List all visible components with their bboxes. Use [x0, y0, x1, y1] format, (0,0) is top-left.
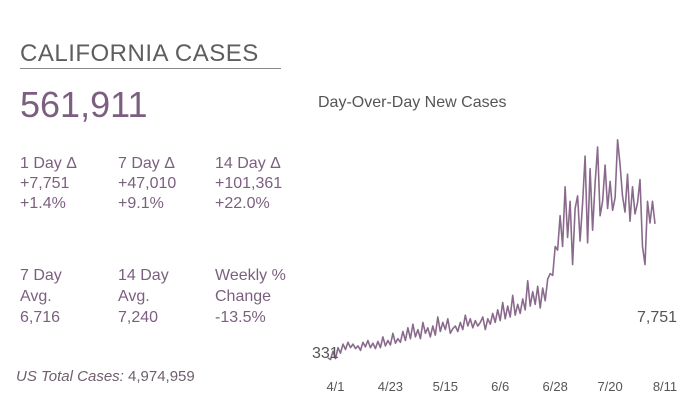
- x-tick-label: 5/15: [433, 379, 458, 394]
- us-total-label: US Total Cases:: [16, 368, 124, 385]
- chart-title: Day-Over-Day New Cases: [318, 94, 507, 111]
- stat-1-day-label: 1 Day Δ: [20, 155, 77, 172]
- stat-14-day-avg-label-1: 14 Day: [118, 267, 169, 284]
- x-tick-label: 4/23: [378, 379, 403, 394]
- stat-14-day: 14 Day Δ +101,361 +22.0%: [215, 154, 282, 214]
- stat-14-day-label: 14 Day Δ: [215, 155, 281, 172]
- stat-1-day-pct: +1.4%: [20, 195, 66, 212]
- stat-weekly-value: -13.5%: [215, 309, 266, 326]
- x-tick-label: 6/28: [543, 379, 568, 394]
- us-total-cases: US Total Cases: 4,974,959: [16, 368, 195, 385]
- stat-1-day: 1 Day Δ +7,751 +1.4%: [20, 154, 77, 214]
- stat-14-day-avg-label-2: Avg.: [118, 288, 150, 305]
- stat-7-day-label: 7 Day Δ: [118, 155, 175, 172]
- total-cases: 561,911: [20, 84, 148, 125]
- stat-14-day-avg: 14 Day Avg. 7,240: [118, 265, 169, 328]
- stat-1-day-change: +7,751: [20, 175, 70, 192]
- start-value-label: 331: [312, 345, 339, 362]
- stat-7-day-pct: +9.1%: [118, 195, 164, 212]
- us-total-value: 4,974,959: [128, 368, 195, 385]
- stat-weekly-label-2: Change: [215, 288, 272, 305]
- stat-7-day-avg-label-2: Avg.: [20, 288, 52, 305]
- stat-7-day-avg-value: 6,716: [20, 309, 61, 326]
- page-title: CALIFORNIA CASES: [20, 40, 259, 67]
- x-tick-label: 6/6: [491, 379, 509, 394]
- stat-weekly-change: Weekly % Change -13.5%: [215, 265, 286, 328]
- stat-14-day-change: +101,361: [215, 175, 283, 192]
- title-underline: [20, 68, 281, 69]
- x-tick-label: 8/11: [653, 379, 677, 394]
- stat-14-day-avg-value: 7,240: [118, 309, 159, 326]
- x-tick-label: 7/20: [597, 379, 622, 394]
- stat-7-day-avg-label-1: 7 Day: [20, 267, 62, 284]
- stat-7-day-avg: 7 Day Avg. 6,716: [20, 265, 62, 328]
- stat-7-day: 7 Day Δ +47,010 +9.1%: [118, 154, 176, 214]
- series-line-new-cases: [327, 139, 656, 361]
- x-axis-ticks: 4/1 4/23 5/15 6/6 6/28 7/20 8/11: [326, 379, 677, 394]
- x-tick-label: 4/1: [326, 379, 344, 394]
- stat-14-day-pct: +22.0%: [215, 195, 270, 212]
- stat-7-day-change: +47,010: [118, 175, 177, 192]
- stat-weekly-label-1: Weekly %: [215, 267, 286, 284]
- end-value-label: 7,751: [637, 309, 677, 326]
